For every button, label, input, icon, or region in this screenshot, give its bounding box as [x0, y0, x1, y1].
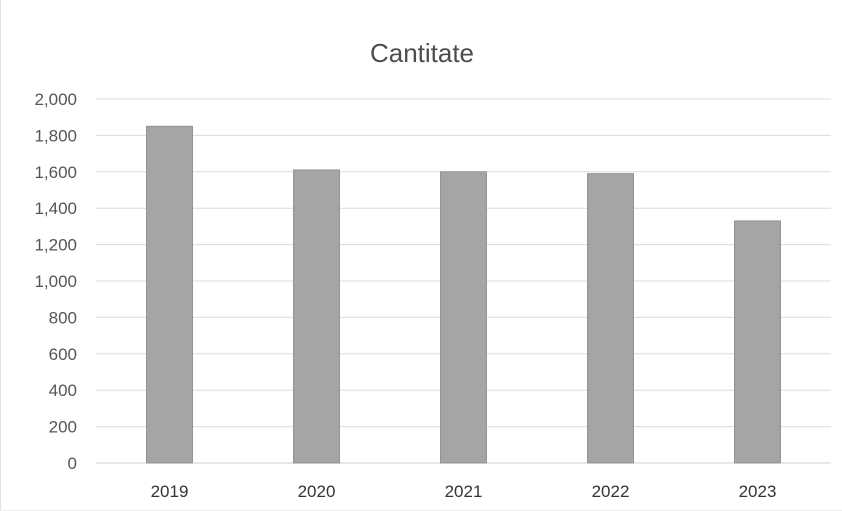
bar-2019: [146, 125, 193, 464]
x-axis-category-labels: 2019 2020 2021 2022 2023: [151, 482, 777, 501]
chart-title: Cantitate: [369, 38, 475, 68]
x-category-label: 2021: [445, 482, 483, 501]
x-category-label: 2020: [298, 482, 336, 501]
y-tick-label: 1,800: [34, 126, 77, 145]
y-axis-tick-labels: 0 200 400 600 800 1,000 1,200 1,400 1,600 1,800 2,…: [34, 90, 77, 473]
bar-2020: [293, 169, 340, 464]
bar-2022: [587, 173, 634, 464]
y-tick-label: 1,400: [34, 199, 77, 218]
y-tick-label: 600: [49, 345, 77, 364]
x-category-label: 2023: [739, 482, 777, 501]
y-tick-label: 1,000: [34, 272, 77, 291]
bars: [146, 125, 781, 464]
y-tick-label: 1,200: [34, 236, 77, 255]
x-category-label: 2022: [592, 482, 630, 501]
y-tick-label: 800: [49, 308, 77, 327]
y-tick-label: 1,600: [34, 163, 77, 182]
y-tick-label: 0: [68, 454, 77, 473]
bar-2023: [734, 220, 781, 464]
y-tick-label: 2,000: [34, 90, 77, 109]
y-tick-label: 200: [49, 418, 77, 437]
x-category-label: 2019: [151, 482, 189, 501]
bar-2021: [440, 171, 487, 464]
y-tick-label: 400: [49, 381, 77, 400]
